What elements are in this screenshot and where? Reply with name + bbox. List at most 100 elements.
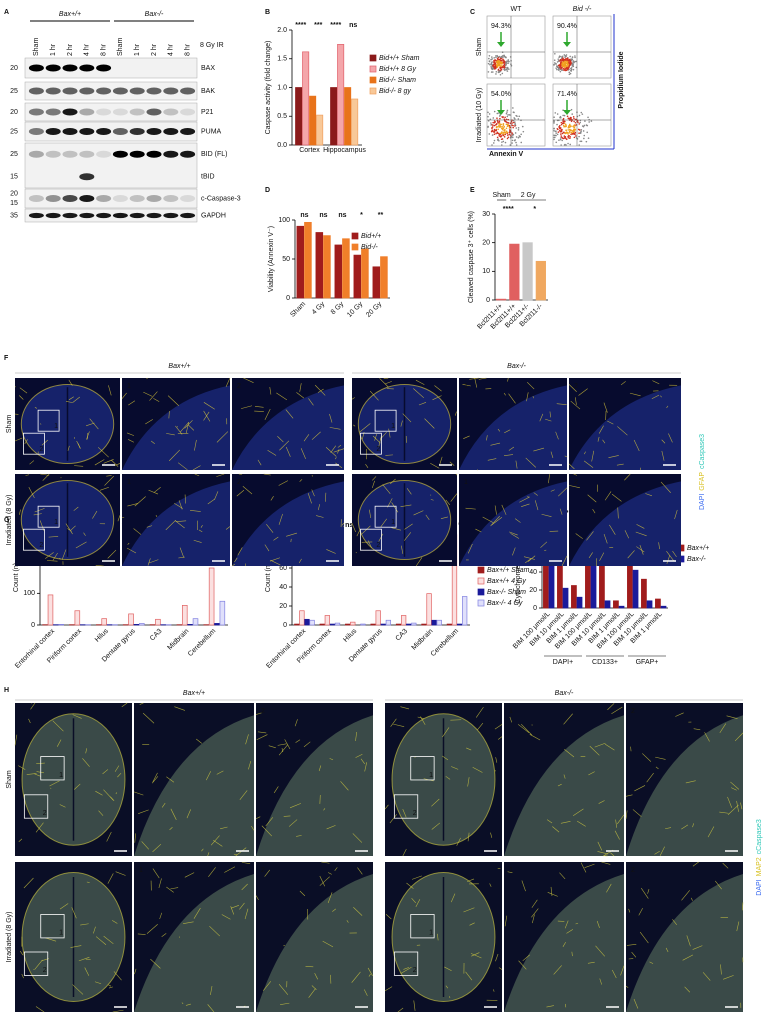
event-dot bbox=[588, 118, 590, 121]
fiber bbox=[564, 1003, 567, 1008]
band bbox=[180, 128, 196, 135]
inset-label: 2 bbox=[43, 810, 47, 817]
event-dot bbox=[493, 128, 496, 131]
event-dot bbox=[556, 68, 558, 71]
event-dot bbox=[553, 116, 555, 119]
event-dot bbox=[563, 69, 565, 72]
fiber bbox=[539, 413, 544, 422]
fiber bbox=[145, 419, 153, 425]
bar bbox=[334, 244, 343, 299]
fiber bbox=[649, 961, 654, 964]
fiber bbox=[620, 381, 626, 386]
fiber bbox=[597, 436, 600, 442]
fiber bbox=[255, 816, 261, 820]
event-dot bbox=[572, 60, 575, 62]
mw-label: 25 bbox=[10, 128, 18, 135]
inset-label: 1 bbox=[464, 479, 468, 486]
fiber bbox=[298, 558, 302, 564]
significance: * bbox=[360, 212, 363, 219]
event-dot bbox=[558, 139, 560, 141]
fiber bbox=[522, 954, 530, 962]
fiber bbox=[385, 381, 392, 385]
event-dot bbox=[564, 66, 567, 68]
inset-label: 1 bbox=[391, 519, 395, 526]
fiber bbox=[471, 952, 480, 957]
band bbox=[28, 150, 44, 158]
event-dot bbox=[497, 68, 500, 71]
fiber bbox=[385, 913, 392, 920]
fiber bbox=[633, 439, 640, 452]
fiber bbox=[439, 456, 443, 465]
fiber bbox=[46, 560, 58, 562]
event-dot bbox=[570, 129, 573, 132]
event-dot bbox=[502, 123, 505, 126]
fiber bbox=[509, 716, 513, 723]
fiber bbox=[599, 552, 605, 562]
fiber bbox=[574, 397, 577, 405]
fiber bbox=[372, 435, 381, 444]
fiber bbox=[225, 526, 231, 530]
event-dot bbox=[500, 138, 503, 141]
fiber bbox=[332, 908, 336, 912]
fiber bbox=[134, 833, 136, 843]
group-label: Bax-/- bbox=[507, 363, 526, 370]
event-dot bbox=[507, 136, 510, 139]
bar bbox=[436, 619, 442, 626]
band bbox=[112, 87, 128, 95]
fiber bbox=[26, 773, 37, 775]
y-tick-label: 60 bbox=[279, 565, 287, 572]
fiber bbox=[495, 757, 498, 763]
fiber bbox=[351, 397, 355, 400]
event-dot bbox=[488, 133, 491, 135]
fiber bbox=[224, 866, 236, 873]
event-dot bbox=[583, 134, 586, 137]
event-dot bbox=[562, 121, 565, 123]
fiber bbox=[681, 824, 689, 830]
fiber bbox=[112, 920, 118, 924]
fiber bbox=[216, 473, 225, 477]
event-dot bbox=[500, 144, 503, 146]
fiber bbox=[322, 940, 334, 948]
event-dot bbox=[489, 118, 492, 121]
fiber bbox=[128, 439, 135, 443]
event-dot bbox=[512, 133, 515, 136]
significance: **** bbox=[295, 22, 306, 29]
fiber bbox=[128, 400, 136, 406]
bar bbox=[74, 610, 81, 626]
inset-label: 1 bbox=[54, 423, 58, 430]
bar bbox=[456, 623, 463, 626]
fiber bbox=[220, 826, 228, 830]
fiber bbox=[575, 533, 583, 539]
fiber bbox=[323, 808, 326, 811]
fiber bbox=[467, 878, 475, 882]
y-tick-label: 0.0 bbox=[277, 142, 287, 149]
fiber bbox=[611, 706, 623, 714]
event-dot bbox=[570, 131, 572, 134]
tissue bbox=[569, 481, 681, 566]
event-dot bbox=[501, 131, 503, 133]
fiber bbox=[617, 426, 628, 436]
event-dot bbox=[508, 133, 511, 136]
event-dot bbox=[496, 66, 499, 68]
y-tick-label: 0 bbox=[286, 295, 290, 302]
event-dot bbox=[500, 59, 503, 62]
fiber bbox=[604, 491, 612, 501]
fiber bbox=[94, 459, 105, 466]
inset-label: 2 bbox=[237, 383, 241, 390]
event-dot bbox=[492, 68, 495, 70]
bar bbox=[316, 114, 324, 146]
tissue bbox=[256, 874, 373, 1012]
y-tick-label: 40 bbox=[529, 569, 537, 576]
fiber bbox=[255, 895, 259, 901]
event-dot bbox=[562, 68, 565, 70]
y-axis-label: Viability (Annexin V⁻) bbox=[268, 226, 275, 292]
fiber bbox=[380, 518, 387, 528]
fiber bbox=[359, 423, 371, 433]
event-dot bbox=[564, 125, 567, 128]
fiber bbox=[230, 906, 235, 915]
lane-label: Sham bbox=[33, 38, 40, 56]
event-dot bbox=[572, 68, 575, 71]
event-dot bbox=[522, 130, 525, 133]
band bbox=[28, 64, 44, 72]
event-dot bbox=[503, 66, 506, 68]
